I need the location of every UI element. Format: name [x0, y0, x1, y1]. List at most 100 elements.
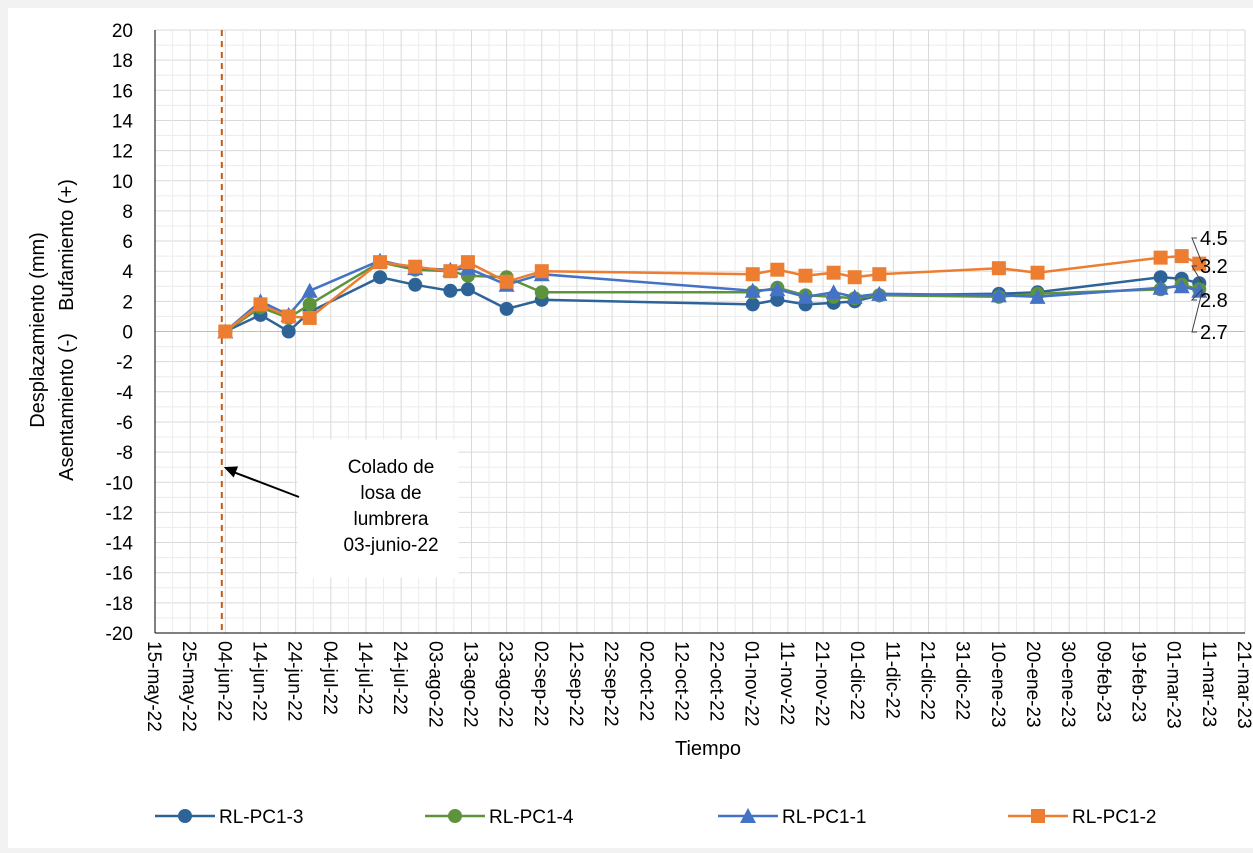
square-marker — [847, 270, 862, 285]
y-tick-label: 20 — [112, 21, 133, 42]
x-tick-label: 03-ago-22 — [424, 641, 445, 728]
triangle-marker — [797, 288, 814, 304]
square-marker — [499, 274, 514, 289]
end-value-label: 2.8 — [1200, 290, 1228, 312]
legend-item: RL-PC1-1 — [718, 807, 866, 828]
x-tick-label: 14-jun-22 — [248, 641, 269, 721]
annotation-box — [297, 439, 459, 578]
circle-marker — [443, 283, 458, 298]
square-marker — [218, 324, 233, 339]
y-tick-label: -10 — [106, 473, 133, 494]
y-axis-label-bottom: Asentamiento (-) Bufamiento (+) — [56, 179, 78, 481]
circle-marker — [499, 301, 514, 316]
square-marker — [534, 264, 549, 279]
x-tick-label: 13-ago-22 — [459, 641, 480, 728]
x-tick-label: 24-jul-22 — [389, 641, 410, 715]
square-marker — [408, 259, 423, 274]
x-tick-label: 11-dic-22 — [881, 641, 902, 719]
end-label-leader — [1191, 237, 1203, 264]
annotation-text-line: 03-junio-22 — [343, 535, 438, 556]
triangle-marker — [1173, 278, 1190, 294]
circle-marker — [534, 285, 549, 300]
y-tick-label: -2 — [116, 353, 133, 374]
triangle-marker — [740, 808, 756, 823]
y-tick-labels: 20181614121086420-2-4-6-8-10-12-14-16-18… — [106, 21, 134, 645]
circle-marker — [745, 297, 760, 312]
x-tick-label: 12-sep-22 — [565, 641, 586, 727]
y-tick-label: -8 — [116, 443, 133, 464]
circle-marker — [373, 270, 388, 285]
x-tick-label: 19-feb-23 — [1128, 641, 1149, 722]
circle-marker — [1153, 270, 1168, 285]
end-label-leader — [1190, 288, 1203, 301]
legend-label: RL-PC1-3 — [219, 807, 303, 828]
triangle-marker — [1191, 282, 1208, 298]
y-tick-label: -14 — [106, 534, 134, 555]
circle-marker — [408, 277, 423, 292]
circle-marker — [460, 282, 475, 297]
x-tick-label: 30-ene-23 — [1057, 641, 1078, 728]
circle-marker — [302, 297, 317, 312]
x-tick-labels: 15-may-22 25-may-22 04-jun-22 14-jun-22 24-j… — [143, 641, 1253, 732]
series-line — [224, 275, 1200, 334]
y-tick-label: -12 — [106, 503, 133, 524]
circle-marker — [448, 809, 462, 823]
x-tick-label: 12-oct-22 — [670, 641, 691, 721]
triangle-marker — [825, 284, 842, 300]
x-tick-label: 21-mar-23 — [1233, 641, 1253, 729]
x-tick-label: 04-jun-22 — [213, 641, 234, 721]
x-tick-label: 09-feb-23 — [1092, 641, 1113, 722]
circle-marker — [178, 809, 192, 823]
circle-marker — [770, 292, 785, 307]
end-label-leader — [1191, 265, 1203, 284]
square-marker — [991, 261, 1006, 276]
annotation: Colado de losa de lumbrera 03-junio-22 — [223, 439, 459, 578]
x-tick-label: 22-oct-22 — [706, 641, 727, 721]
x-tick-label: 21-nov-22 — [811, 641, 832, 727]
y-tick-label: -4 — [116, 383, 133, 404]
y-tick-label: 8 — [122, 202, 133, 223]
circle-marker — [281, 324, 296, 339]
annotation-arrowhead — [223, 466, 239, 478]
legend-label: RL-PC1-1 — [782, 807, 866, 828]
y-axis-label-top: Desplazamiento (mm) — [27, 232, 49, 428]
triangle-marker — [871, 285, 888, 301]
x-tick-label: 22-sep-22 — [600, 641, 621, 727]
legend-item: RL-PC1-4 — [425, 807, 574, 828]
square-marker — [253, 297, 268, 312]
y-tick-label: -16 — [106, 564, 133, 585]
x-tick-label: 01-nov-22 — [741, 641, 762, 727]
square-marker — [460, 255, 475, 270]
y-tick-label: 16 — [112, 81, 133, 102]
legend-item: RL-PC1-2 — [1008, 807, 1156, 828]
x-tick-label: 01-mar-23 — [1163, 641, 1184, 729]
square-marker — [745, 267, 760, 282]
y-tick-label: -6 — [116, 413, 133, 434]
square-marker — [770, 262, 785, 277]
x-tick-label: 04-jul-22 — [319, 641, 340, 715]
triangle-marker — [769, 281, 786, 297]
end-value-label: 3.2 — [1200, 256, 1228, 278]
square-marker — [1192, 256, 1207, 271]
x-tick-label: 14-jul-22 — [354, 641, 375, 715]
chart-background — [8, 8, 1253, 848]
y-tick-label: -18 — [106, 594, 133, 615]
x-axis-label: Tiempo — [675, 738, 741, 760]
x-tick-label: 11-mar-23 — [1198, 641, 1219, 727]
y-tick-label: 10 — [112, 172, 133, 193]
triangle-marker — [1029, 288, 1046, 304]
annotation-text-line: Colado de — [348, 457, 435, 478]
legend-item: RL-PC1-3 — [155, 807, 303, 828]
series-RL-PC1-2 — [218, 249, 1207, 339]
x-tick-label: 10-ene-23 — [987, 641, 1008, 728]
y-tick-label: 14 — [112, 111, 134, 132]
square-marker — [443, 264, 458, 279]
end-value-labels: 4.5 3.2 2.8 2.7 — [1190, 228, 1228, 344]
legend-label: RL-PC1-4 — [489, 807, 574, 828]
triangle-marker — [301, 282, 318, 298]
square-marker — [1153, 250, 1168, 265]
y-tick-label: 2 — [122, 292, 133, 313]
end-value-label: 4.5 — [1200, 228, 1228, 250]
triangle-marker — [846, 288, 863, 304]
